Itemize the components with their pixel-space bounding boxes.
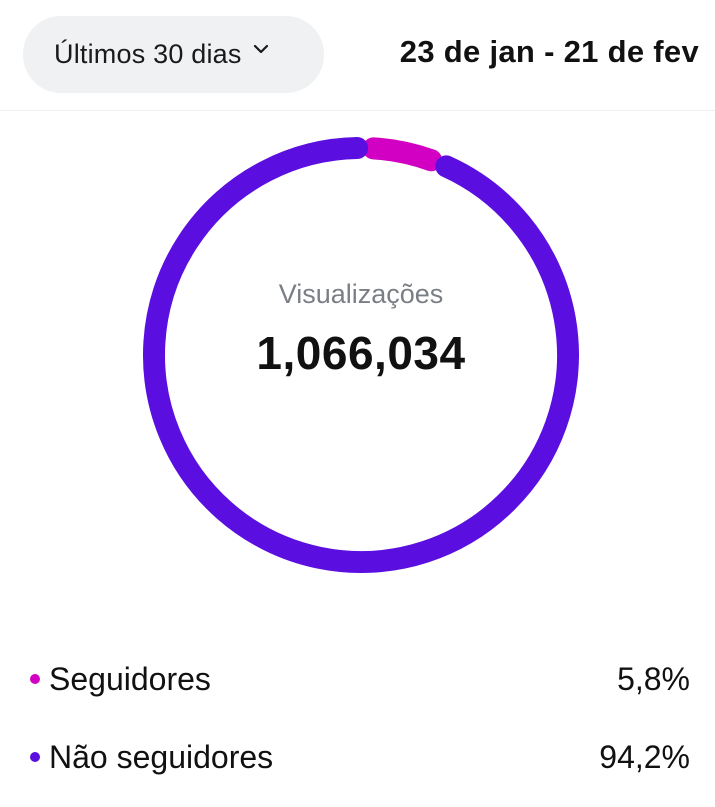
legend-name-followers: Seguidores (49, 660, 211, 697)
views-label: Visualizações (278, 279, 444, 309)
chevron-down-icon (252, 43, 270, 57)
followers-dot-icon (30, 674, 40, 684)
non-followers-dot-icon (30, 752, 40, 762)
header: Últimos 30 dias 23 de jan - 21 de fev (0, 0, 715, 111)
date-range-text: 23 de jan - 21 de fev (399, 34, 699, 69)
donut-segment-followers (362, 137, 443, 172)
views-donut-chart: Visualizações 1,066,034 (142, 136, 580, 574)
donut-segment-non-followers (143, 137, 579, 573)
donut-chart-svg (143, 137, 579, 573)
date-range-dropdown[interactable]: Últimos 30 dias (23, 16, 324, 93)
legend-value-followers: 5,8% (617, 660, 690, 697)
date-range-dropdown-label: Últimos 30 dias (54, 39, 242, 69)
views-total: 1,066,034 (256, 327, 466, 379)
legend-value-non-followers: 94,2% (599, 738, 690, 775)
legend-row-non-followers: Não seguidores 94,2% (30, 718, 690, 796)
legend-name-non-followers: Não seguidores (49, 738, 274, 775)
legend-row-followers: Seguidores 5,8% (30, 640, 690, 718)
legend: Seguidores 5,8% Não seguidores 94,2% (30, 640, 690, 796)
